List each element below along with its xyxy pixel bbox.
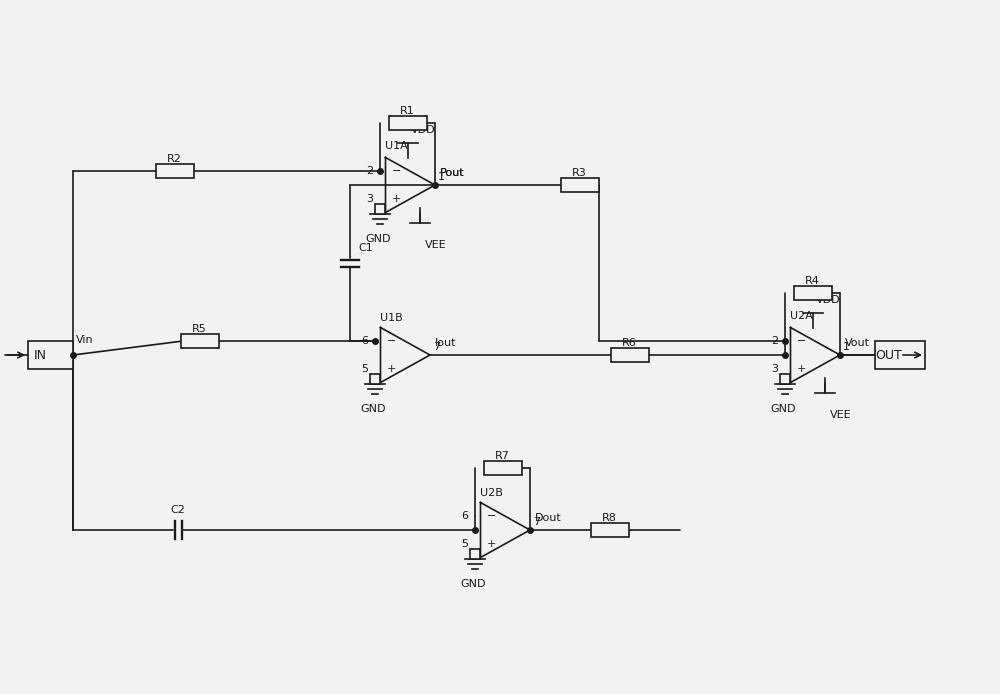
Text: GND: GND (360, 404, 386, 414)
Text: U1A: U1A (385, 140, 408, 151)
Text: Vout: Vout (845, 338, 870, 348)
Text: 3: 3 (771, 364, 778, 374)
Text: +: + (392, 194, 401, 204)
Text: GND: GND (770, 404, 796, 414)
Text: C2: C2 (170, 505, 185, 515)
Text: 7: 7 (433, 342, 440, 352)
Text: U1B: U1B (380, 312, 403, 323)
Text: VEE: VEE (425, 239, 447, 250)
Bar (611, 348, 649, 362)
Text: R5: R5 (192, 324, 207, 335)
Bar (875, 341, 925, 369)
Bar (375, 204, 385, 214)
Bar (156, 164, 194, 178)
Text: 6: 6 (361, 337, 368, 346)
Text: R7: R7 (494, 450, 509, 461)
Text: −: − (796, 337, 806, 346)
Bar (28, 341, 73, 369)
Text: −: − (386, 337, 396, 346)
Text: VDD: VDD (816, 294, 841, 305)
Text: 7: 7 (533, 517, 540, 527)
Text: 5: 5 (361, 364, 368, 374)
Text: OUT: OUT (876, 348, 902, 362)
Text: Iout: Iout (435, 338, 456, 348)
Text: U2A: U2A (790, 310, 813, 321)
Bar (794, 285, 832, 300)
Text: R1: R1 (400, 105, 414, 115)
Text: IN: IN (34, 348, 46, 362)
Text: VDD: VDD (411, 124, 436, 135)
Bar (484, 461, 522, 475)
Text: 3: 3 (366, 194, 373, 204)
Text: VEE: VEE (830, 409, 852, 419)
Text: C1: C1 (358, 243, 373, 253)
Text: +: + (386, 364, 396, 374)
Text: 1: 1 (843, 342, 850, 352)
Text: Pout: Pout (440, 168, 465, 178)
Text: R2: R2 (167, 154, 182, 164)
Text: R8: R8 (602, 513, 617, 523)
Text: Vin: Vin (76, 335, 94, 345)
Text: R6: R6 (622, 338, 637, 348)
Bar (591, 523, 629, 537)
Bar (388, 115, 426, 130)
Text: Pout: Pout (440, 168, 465, 178)
Text: −: − (486, 511, 496, 521)
Bar (370, 374, 380, 384)
Text: R3: R3 (572, 168, 587, 178)
Bar (780, 374, 790, 384)
Text: 1: 1 (438, 172, 445, 182)
Text: 5: 5 (461, 539, 468, 549)
Text: 2: 2 (771, 337, 778, 346)
Bar (181, 335, 219, 348)
Text: Dout: Dout (535, 513, 562, 523)
Text: GND: GND (365, 234, 390, 244)
Text: 2: 2 (366, 167, 373, 176)
Bar (470, 549, 480, 559)
Text: R4: R4 (804, 276, 819, 285)
Text: U2B: U2B (480, 487, 503, 498)
Text: −: − (392, 167, 401, 176)
Text: +: + (486, 539, 496, 549)
Text: GND: GND (460, 579, 486, 589)
Bar (561, 178, 599, 192)
Text: 6: 6 (461, 511, 468, 521)
Text: +: + (796, 364, 806, 374)
